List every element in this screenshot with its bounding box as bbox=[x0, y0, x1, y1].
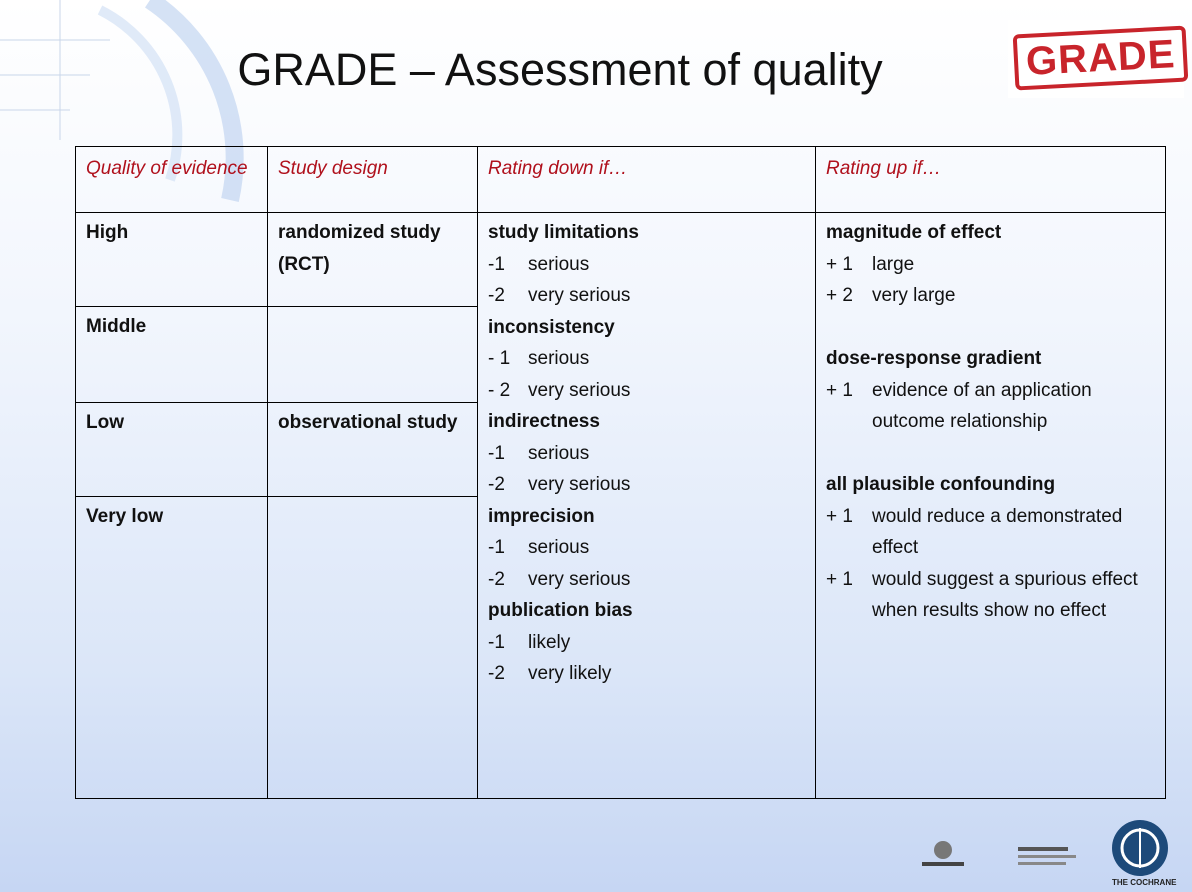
item-text: very serious bbox=[528, 474, 631, 495]
institute-logo bbox=[1018, 847, 1076, 865]
slide-title: GRADE – Assessment of quality bbox=[237, 44, 883, 95]
item-score: -1 bbox=[488, 253, 505, 275]
level-row: Very low bbox=[75, 496, 1166, 799]
item-score: -1 bbox=[488, 442, 505, 464]
item-text: very serious bbox=[528, 379, 631, 401]
rating-item: - 1 serious bbox=[488, 343, 805, 375]
grade-logo: GRADE bbox=[1008, 20, 1189, 98]
item-score: + 1 bbox=[826, 253, 853, 275]
rating-group: publication bias -1 likely -2 very likely bbox=[488, 595, 805, 690]
rating-group: dose-response gradient + 1 evidence of an … bbox=[826, 343, 1155, 438]
item-score: -2 bbox=[488, 568, 505, 590]
item-text: very large bbox=[872, 285, 956, 306]
item-text: serious bbox=[528, 537, 590, 558]
item-text: likely bbox=[528, 631, 571, 653]
grade-table: Quality of evidence Study design Rating do… bbox=[75, 146, 1166, 799]
group-heading: magnitude of effect bbox=[826, 222, 1002, 243]
rating-item: + 2 very large bbox=[826, 280, 1155, 312]
quality-level: Low bbox=[75, 402, 268, 497]
rating-item: -2 very likely bbox=[488, 658, 805, 690]
rating-group: inconsistency - 1 serious - 2 very serious bbox=[488, 312, 805, 407]
rating-up-cell: magnitude of effect + 1 large + 2 very large… bbox=[815, 212, 1166, 799]
rating-item: + 1 large bbox=[826, 249, 1155, 281]
header-row: Quality of evidence Study design Rating do… bbox=[75, 146, 1166, 213]
group-heading: imprecision bbox=[488, 505, 595, 527]
item-score: + 1 bbox=[826, 568, 853, 590]
rating-group: all plausible confounding + 1 would reduce… bbox=[826, 469, 1155, 627]
quality-level: Middle bbox=[75, 306, 268, 403]
logo-text: GRADE bbox=[1012, 25, 1189, 91]
item-text: would reduce a demonstrated effect bbox=[872, 505, 1123, 559]
column-header: Rating down if… bbox=[477, 146, 816, 213]
rating-item: -1 serious bbox=[488, 438, 805, 470]
rating-item: -2 very serious bbox=[488, 469, 805, 501]
study-design: observational study bbox=[267, 402, 478, 497]
rating-item: -1 serious bbox=[488, 532, 805, 564]
group-heading: dose-response gradient bbox=[826, 348, 1042, 369]
group-heading: publication bias bbox=[488, 600, 633, 621]
item-score: + 1 bbox=[826, 379, 853, 401]
rating-group: magnitude of effect + 1 large + 2 very large bbox=[826, 217, 1155, 312]
rating-item: - 2 very serious bbox=[488, 375, 805, 407]
rating-group: study limitations -1 serious -2 very serious bbox=[488, 217, 805, 312]
item-text: large bbox=[872, 253, 915, 275]
item-text: serious bbox=[528, 253, 590, 275]
quality-level: High bbox=[75, 212, 268, 307]
group-heading: indirectness bbox=[488, 411, 600, 432]
study-design: randomized study (RCT) bbox=[267, 212, 478, 307]
item-score: - 1 bbox=[488, 348, 511, 369]
column-header: Study design bbox=[267, 146, 478, 213]
item-score: + 2 bbox=[826, 285, 853, 306]
group-heading: all plausible confounding bbox=[826, 474, 1056, 495]
item-score: -1 bbox=[488, 631, 505, 653]
university-logo bbox=[922, 841, 964, 866]
rating-item: + 1 evidence of an application outcome re… bbox=[826, 375, 1155, 438]
item-text: very likely bbox=[528, 663, 612, 684]
group-heading: inconsistency bbox=[488, 316, 615, 338]
level-row: Low observational study bbox=[75, 402, 1166, 497]
item-text: serious bbox=[528, 348, 590, 369]
item-score: -1 bbox=[488, 537, 505, 558]
item-score: -2 bbox=[488, 474, 505, 495]
item-score: + 1 bbox=[826, 505, 853, 527]
item-text: evidence of an application outcome relat… bbox=[872, 379, 1092, 433]
rating-item: -2 very serious bbox=[488, 280, 805, 312]
item-text: very serious bbox=[528, 285, 631, 306]
rating-down-cell: study limitations -1 serious -2 very serious… bbox=[477, 212, 816, 799]
rating-item: -1 likely bbox=[488, 627, 805, 659]
item-text: would suggest a spurious effect when res… bbox=[872, 568, 1138, 622]
rating-item: -2 very serious bbox=[488, 564, 805, 596]
group-heading: study limitations bbox=[488, 222, 639, 243]
rating-group: indirectness -1 serious -2 very serious bbox=[488, 406, 805, 501]
column-header: Rating up if… bbox=[815, 146, 1166, 213]
cochrane-logo bbox=[1112, 820, 1168, 876]
rating-item: + 1 would suggest a spurious effect when … bbox=[826, 564, 1155, 627]
item-text: serious bbox=[528, 442, 590, 464]
quality-level: Very low bbox=[75, 496, 268, 799]
item-text: very serious bbox=[528, 568, 631, 590]
level-row: High randomized study (RCT) study limitati… bbox=[75, 212, 1166, 799]
item-score: - 2 bbox=[488, 379, 511, 401]
rating-group: imprecision -1 serious -2 very serious bbox=[488, 501, 805, 596]
study-design bbox=[267, 496, 478, 799]
level-row: Middle bbox=[75, 306, 1166, 403]
study-design bbox=[267, 306, 478, 403]
cochrane-text: THE COCHRANE bbox=[1112, 878, 1177, 887]
item-score: -2 bbox=[488, 663, 505, 684]
rating-item: -1 serious bbox=[488, 249, 805, 281]
item-score: -2 bbox=[488, 285, 505, 306]
column-header: Quality of evidence bbox=[75, 146, 268, 213]
rating-item: + 1 would reduce a demonstrated effect bbox=[826, 501, 1155, 564]
